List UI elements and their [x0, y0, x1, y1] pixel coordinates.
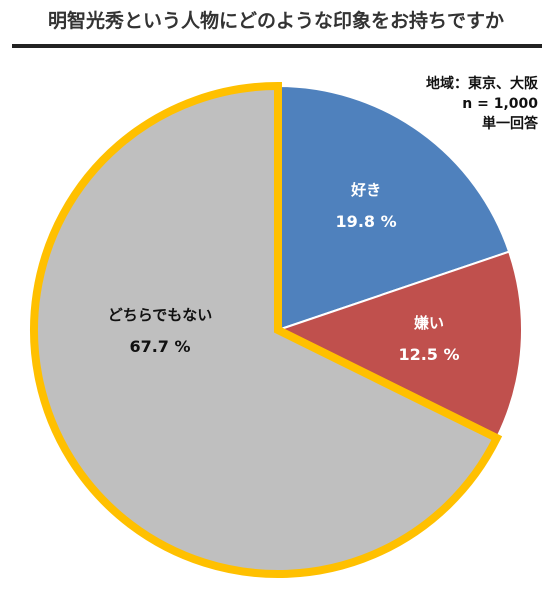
slice-value-label: 12.5 % — [398, 345, 459, 364]
chart-title: 明智光秀という人物にどのような印象をお持ちですか — [47, 10, 504, 32]
note-region: 地域：東京、大阪 — [426, 76, 538, 92]
chart-notes: 地域：東京、大阪 n = 1,000 単一回答 — [426, 74, 538, 134]
slice-value-label: 67.7 % — [129, 337, 190, 356]
pie-slice-2 — [275, 250, 523, 440]
slice-value-label: 19.8 % — [336, 212, 397, 231]
note-answer-type: 単一回答 — [482, 116, 538, 132]
highlight-layer — [30, 81, 503, 578]
slice-category-label: 嫌い — [413, 314, 444, 332]
title-underline — [12, 44, 542, 48]
slice-category-label: 好き — [350, 181, 381, 199]
pie-labels: 好き 19.8 % 嫌い 12.5 % どちらでもない 67.7 % — [108, 181, 460, 364]
note-sample-size: n = 1,000 — [462, 96, 538, 112]
pie-slice-1 — [277, 84, 511, 332]
highlight-outline — [30, 81, 503, 578]
slice-category-label: どちらでもない — [108, 306, 213, 324]
